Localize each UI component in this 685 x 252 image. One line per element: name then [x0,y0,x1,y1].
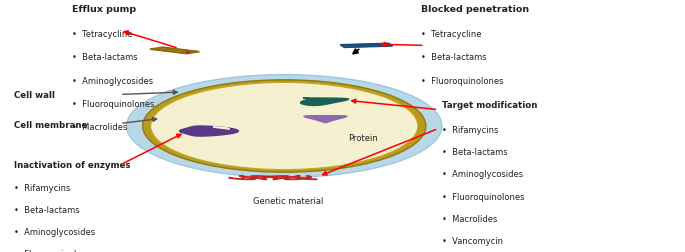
Text: Cell wall: Cell wall [14,91,55,100]
Text: Protein: Protein [348,134,377,143]
Text: •  Macrolides: • Macrolides [442,215,497,224]
Text: Genetic material: Genetic material [253,197,323,206]
Text: •  Tetracycline: • Tetracycline [421,30,482,39]
Text: •  Rifamycins: • Rifamycins [14,184,70,193]
Ellipse shape [151,82,418,170]
Text: •  Beta-lactams: • Beta-lactams [442,148,508,157]
Ellipse shape [142,80,426,172]
Text: Target modification: Target modification [442,101,537,110]
Text: Cell membrane: Cell membrane [14,121,87,130]
Polygon shape [340,43,393,47]
Polygon shape [304,116,347,123]
Polygon shape [150,47,199,54]
Ellipse shape [127,75,442,177]
Text: •  Tetracycline: • Tetracycline [72,30,132,39]
Text: Inactivation of enzymes: Inactivation of enzymes [14,161,130,170]
Text: •  Aminoglycosides: • Aminoglycosides [14,228,95,237]
Text: •  Beta-lactams: • Beta-lactams [421,53,487,62]
Text: •  Fluoroquinolones: • Fluoroquinolones [14,250,96,252]
Text: •  Aminoglycosides: • Aminoglycosides [72,77,153,86]
Text: •  Aminoglycosides: • Aminoglycosides [442,170,523,179]
Text: Blocked penetration: Blocked penetration [421,5,530,14]
Text: •  Beta-lactams: • Beta-lactams [72,53,138,62]
Text: •  Fluoroquinolones: • Fluoroquinolones [72,100,154,109]
Polygon shape [301,98,349,105]
Polygon shape [213,127,229,129]
Text: •  Fluoroquinolones: • Fluoroquinolones [442,193,524,202]
Polygon shape [179,126,238,136]
Text: •  Fluoroquinolones: • Fluoroquinolones [421,77,503,86]
Text: •  Vancomycin: • Vancomycin [442,237,503,246]
Text: •  Rifamycins: • Rifamycins [442,126,498,135]
Text: Efflux pump: Efflux pump [72,5,136,14]
Text: •  Beta-lactams: • Beta-lactams [14,206,79,215]
Text: •  Macrolides: • Macrolides [72,123,127,132]
